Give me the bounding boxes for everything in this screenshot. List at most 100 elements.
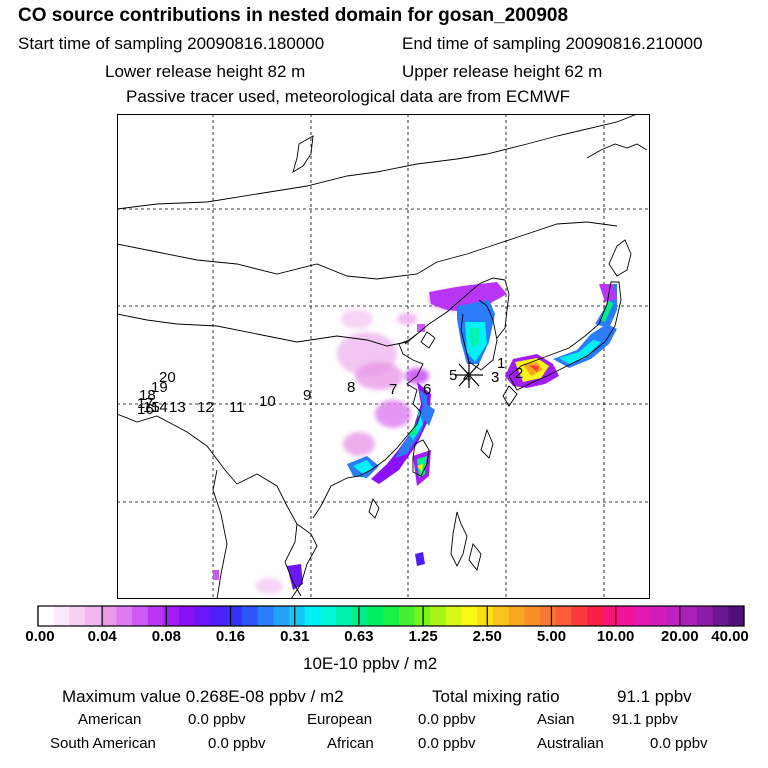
colorbar-frame bbox=[37, 605, 745, 627]
colorbar-swatch bbox=[696, 606, 714, 626]
colorbar-tick-label: 2.50 bbox=[472, 628, 502, 645]
receptor-station-marker bbox=[455, 362, 483, 388]
colorbar-unit-label: 10E-10 ppbv / m2 bbox=[303, 654, 438, 673]
colorbar-swatch bbox=[367, 606, 384, 626]
lower-release-height-label: Lower release height 82 m bbox=[105, 62, 306, 81]
colorbar-swatch bbox=[351, 606, 368, 626]
colorbar-swatch bbox=[492, 606, 510, 626]
coastlines bbox=[117, 114, 648, 599]
trajectory-label-19: 19 bbox=[151, 379, 168, 396]
trajectory-label-1: 1 bbox=[497, 355, 505, 372]
total-mixing-ratio-label: Total mixing ratio bbox=[432, 687, 560, 706]
colorbar-tick-label: 0.00 bbox=[25, 628, 55, 645]
colorbar-swatch bbox=[477, 606, 494, 626]
map-panel: 1 2 3 4 5 6 7 8 9 10 11 12 13 14 15 16 1… bbox=[117, 114, 650, 599]
colorbar-swatch bbox=[194, 606, 212, 626]
trajectory-label-10: 10 bbox=[259, 393, 276, 410]
colorbar-swatch bbox=[618, 606, 635, 626]
colorbar-swatch bbox=[53, 606, 70, 626]
trajectory-label-17: 17 bbox=[137, 395, 154, 412]
colorbar-tick-label: 0.08 bbox=[151, 628, 181, 645]
region-australian-name: Australian bbox=[537, 735, 604, 752]
colorbar-tick-label: 0.16 bbox=[215, 628, 246, 645]
page-title: CO source contributions in nested domain… bbox=[18, 5, 569, 26]
region-african-value: 0.0 ppbv bbox=[418, 735, 476, 752]
colorbar-swatch bbox=[728, 606, 745, 626]
region-european-value: 0.0 ppbv bbox=[418, 711, 476, 728]
colorbar-swatch bbox=[461, 606, 478, 626]
colorbar-swatch bbox=[85, 606, 102, 626]
colorbar-swatch bbox=[383, 606, 400, 626]
colorbar-swatch bbox=[430, 606, 447, 626]
colorbar-swatch bbox=[241, 606, 259, 626]
colorbar-swatch bbox=[508, 606, 525, 626]
colorbar-swatch bbox=[665, 606, 682, 626]
trajectory-label-2: 2 bbox=[515, 365, 523, 382]
trajectory-label-20: 20 bbox=[159, 369, 176, 386]
trajectory-label-11: 11 bbox=[229, 399, 245, 416]
colorbar-tick-label: 20.00 bbox=[661, 628, 699, 645]
concentration-field bbox=[213, 282, 617, 594]
region-american-name: American bbox=[78, 711, 142, 728]
total-mixing-ratio-value: 91.1 ppbv bbox=[617, 687, 692, 706]
colorbar-tick-label: 5.00 bbox=[536, 628, 567, 645]
trajectory-label-8: 8 bbox=[347, 379, 355, 396]
colorbar-tick-label: 0.31 bbox=[280, 628, 310, 645]
trajectory-label-18: 18 bbox=[139, 387, 156, 404]
maximum-value-label: Maximum value 0.268E-08 ppbv / m2 bbox=[62, 687, 344, 706]
trajectory-label-4: 4 bbox=[463, 369, 471, 386]
upper-release-height-label: Upper release height 62 m bbox=[402, 62, 603, 81]
colorbar-swatch bbox=[398, 606, 416, 626]
region-american-value: 0.0 ppbv bbox=[188, 711, 246, 728]
colorbar-swatch bbox=[226, 606, 243, 626]
trajectory-labels: 1 2 3 4 5 6 7 8 9 10 11 12 13 14 15 16 1… bbox=[137, 355, 523, 418]
trajectory-label-6: 6 bbox=[423, 381, 431, 398]
colorbar-swatch bbox=[304, 606, 321, 626]
trajectory-label-7: 7 bbox=[389, 381, 397, 398]
colorbar-swatch bbox=[649, 606, 667, 626]
trajectory-label-9: 9 bbox=[303, 387, 311, 404]
colorbar-swatch bbox=[320, 606, 337, 626]
region-south-american-value: 0.0 ppbv bbox=[208, 735, 266, 752]
region-australian-value: 0.0 ppbv bbox=[650, 735, 708, 752]
trajectory-label-5: 5 bbox=[449, 367, 457, 384]
region-asian-value: 91.1 ppbv bbox=[612, 711, 678, 728]
trajectory-label-13: 13 bbox=[169, 399, 186, 416]
colorbar-swatch bbox=[100, 606, 117, 626]
colorbar-swatch bbox=[587, 606, 604, 626]
trajectory-label-15: 15 bbox=[143, 399, 160, 416]
colorbar-swatch bbox=[555, 606, 572, 626]
colorbar-tick-label: 0.63 bbox=[344, 628, 374, 645]
colorbar-swatch bbox=[147, 606, 165, 626]
colorbar-swatch bbox=[38, 606, 55, 626]
colorbar-swatch bbox=[132, 606, 149, 626]
colorbar-swatch bbox=[273, 606, 290, 626]
colorbar-swatch bbox=[602, 606, 619, 626]
colorbar-swatch bbox=[210, 606, 227, 626]
trajectory-label-12: 12 bbox=[197, 399, 214, 416]
colorbar-swatch bbox=[289, 606, 306, 626]
end-time-label: End time of sampling 20090816.210000 bbox=[402, 34, 703, 53]
graticule bbox=[117, 114, 650, 599]
colorbar-tick-label: 40.00 bbox=[711, 628, 749, 645]
trajectory-label-14: 14 bbox=[151, 399, 168, 416]
colorbar-swatch bbox=[540, 606, 557, 626]
colorbar-swatch bbox=[257, 606, 274, 626]
colorbar-swatch bbox=[336, 606, 353, 626]
colorbar-tick-label: 10.00 bbox=[596, 628, 635, 645]
colorbar-swatch bbox=[712, 606, 729, 626]
trajectory-label-16: 16 bbox=[137, 401, 154, 418]
tracer-note: Passive tracer used, meteorological data… bbox=[126, 87, 571, 106]
region-south-american-name: South American bbox=[50, 735, 156, 752]
colorbar-swatch bbox=[445, 606, 463, 626]
colorbar-swatch bbox=[681, 606, 698, 626]
colorbar-swatch bbox=[69, 606, 86, 626]
colorbar bbox=[37, 605, 745, 627]
region-european-name: European bbox=[307, 711, 373, 728]
colorbar-tick-label: 0.04 bbox=[87, 628, 117, 645]
colorbar-swatch bbox=[571, 606, 588, 626]
region-african-name: African bbox=[327, 735, 374, 752]
colorbar-tick-label: 1.25 bbox=[408, 628, 438, 645]
region-asian-name: Asian bbox=[537, 711, 575, 728]
colorbar-swatch bbox=[524, 606, 541, 626]
